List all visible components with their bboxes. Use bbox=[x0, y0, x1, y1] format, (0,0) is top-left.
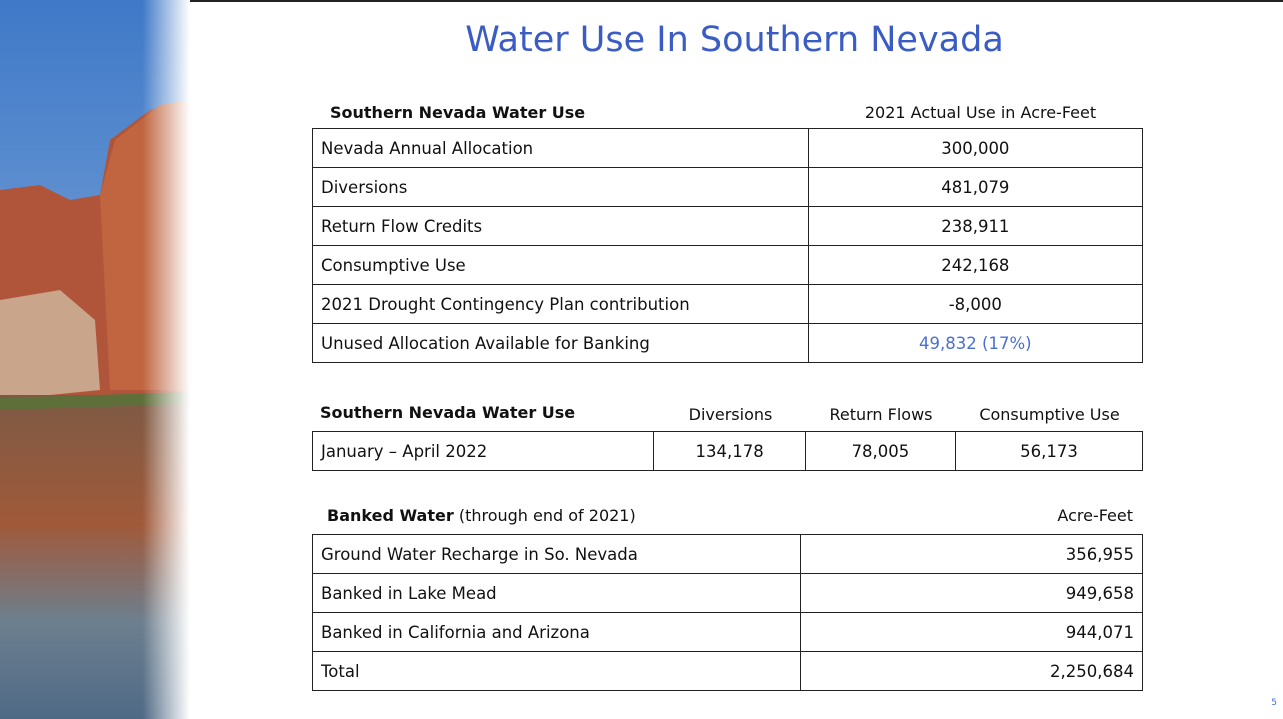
table-cell: 300,000 bbox=[808, 129, 1142, 168]
table-cell: Total bbox=[313, 652, 801, 691]
table-row: 2021 Drought Contingency Plan contributi… bbox=[313, 285, 1143, 324]
table-cell: -8,000 bbox=[808, 285, 1142, 324]
table-header: Diversions bbox=[655, 405, 806, 424]
table-header: Southern Nevada Water Use bbox=[320, 403, 575, 422]
slide: Water Use In Southern Nevada Southern Ne… bbox=[0, 0, 1283, 719]
table-cell: 78,005 bbox=[805, 432, 955, 471]
slide-title: Water Use In Southern Nevada bbox=[186, 20, 1283, 60]
table-cell: 56,173 bbox=[956, 432, 1143, 471]
table-cell: 944,071 bbox=[801, 613, 1143, 652]
table-cell: Consumptive Use bbox=[313, 246, 809, 285]
header-bold: Banked Water bbox=[327, 506, 454, 525]
table-header: Acre-Feet bbox=[1057, 506, 1133, 525]
table-cell: Banked in Lake Mead bbox=[313, 574, 801, 613]
table-cell: 949,658 bbox=[801, 574, 1143, 613]
table-cell: 2021 Drought Contingency Plan contributi… bbox=[313, 285, 809, 324]
table-header: Return Flows bbox=[806, 405, 956, 424]
table-cell: 481,079 bbox=[808, 168, 1142, 207]
table-cell: 238,911 bbox=[808, 207, 1142, 246]
table-cell: January – April 2022 bbox=[313, 432, 654, 471]
table-cell: 49,832 (17%) bbox=[808, 324, 1142, 363]
table-cell: Return Flow Credits bbox=[313, 207, 809, 246]
page-number: 5 bbox=[1271, 698, 1277, 708]
table-cell: Nevada Annual Allocation bbox=[313, 129, 809, 168]
table-cell: Unused Allocation Available for Banking bbox=[313, 324, 809, 363]
table-header: 2021 Actual Use in Acre-Feet bbox=[818, 103, 1143, 122]
table-cell: Diversions bbox=[313, 168, 809, 207]
table-cell: 134,178 bbox=[654, 432, 805, 471]
table-cell: 242,168 bbox=[808, 246, 1142, 285]
table-cell: Ground Water Recharge in So. Nevada bbox=[313, 535, 801, 574]
table-cell: 356,955 bbox=[801, 535, 1143, 574]
header-note: (through end of 2021) bbox=[459, 506, 636, 525]
canyon-image bbox=[0, 0, 190, 719]
table-header: Southern Nevada Water Use bbox=[330, 103, 585, 122]
table-header: Consumptive Use bbox=[956, 405, 1143, 424]
table-cell: 2,250,684 bbox=[801, 652, 1143, 691]
table-cell: Banked in California and Arizona bbox=[313, 613, 801, 652]
table-header: Banked Water (through end of 2021) bbox=[327, 506, 636, 525]
